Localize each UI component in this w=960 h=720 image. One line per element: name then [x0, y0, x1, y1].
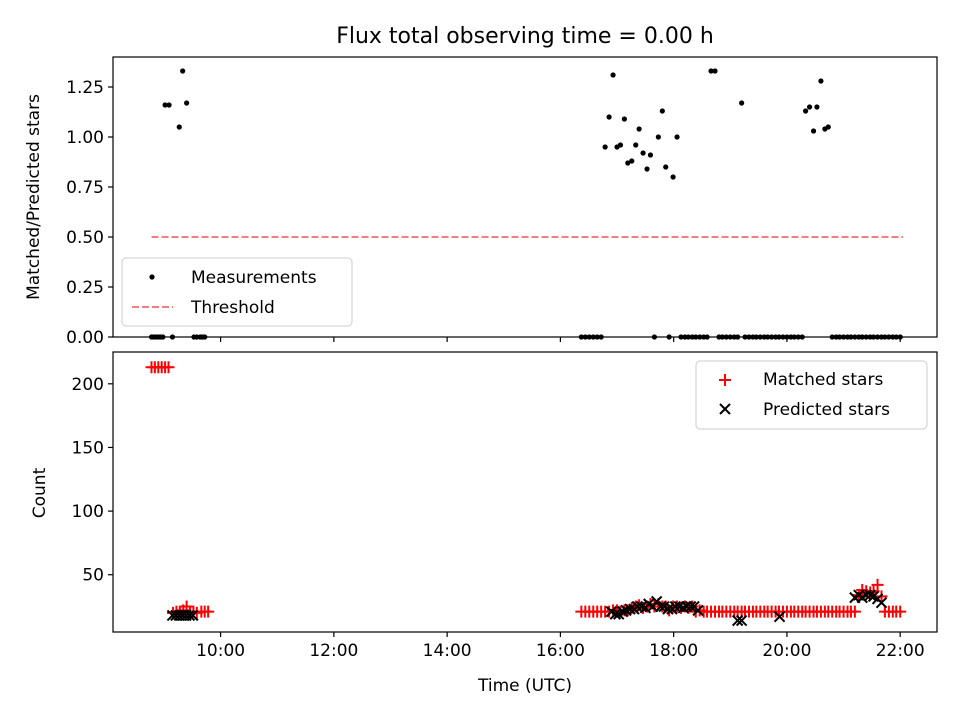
- bottom-ytick-label: 150: [72, 438, 104, 458]
- top-panel: 0.00 0.25 0.50 0.75 1.00 1.25 Matched/Predict…: [24, 56, 938, 348]
- measurement-point: [640, 150, 646, 156]
- bottom-xtick-label: 16:00: [536, 641, 585, 661]
- bottom-legend: Matched stars Predicted stars: [695, 360, 928, 430]
- measurement-point: [708, 68, 714, 74]
- legend-measurements-marker: [149, 274, 155, 280]
- legend-threshold-label: Threshold: [190, 298, 275, 318]
- measurement-point: [810, 128, 817, 134]
- predicted-star-marker: [183, 609, 196, 622]
- measurement-point: [655, 134, 661, 140]
- matched-star-marker: [875, 590, 888, 603]
- measurement-point: [176, 124, 182, 130]
- matched-star-marker: [871, 578, 884, 591]
- predicted-star-marker: [864, 589, 876, 601]
- measurement-point: [806, 104, 813, 110]
- measurement-point: [166, 102, 172, 108]
- predicted-star-marker: [875, 597, 888, 609]
- bottom-legend-box: [695, 360, 928, 430]
- top-y-axis: 0.00 0.25 0.50 0.75 1.00 1.25: [66, 78, 113, 348]
- measurement-point: [180, 68, 186, 74]
- top-legend-box: [121, 257, 353, 327]
- measurement-point: [602, 144, 608, 150]
- matched-star-marker: [848, 605, 861, 618]
- top-ytick-label: 1.00: [66, 128, 104, 148]
- predicted-star-marker: [731, 614, 744, 627]
- measurement-point: [670, 174, 676, 180]
- bottom-xtick-label: 18:00: [649, 641, 698, 661]
- matched-star-marker: [162, 361, 175, 374]
- predicted-star-marker: [616, 605, 629, 618]
- bottom-y-axis: 50 100 150 200: [72, 375, 113, 586]
- top-y-axis-label: Matched/Predicted stars: [24, 94, 44, 300]
- predicted-star-marker: [654, 600, 667, 613]
- top-ytick-label: 0.00: [66, 328, 104, 348]
- legend-predicted-label: Predicted stars: [763, 400, 890, 420]
- measurement-point: [663, 164, 669, 170]
- matched-star-marker: [894, 605, 907, 618]
- top-ytick-label: 0.50: [66, 228, 104, 248]
- bottom-xtick-label: 12:00: [309, 641, 358, 661]
- measurement-point: [674, 134, 680, 140]
- measurement-point: [647, 152, 654, 158]
- measurement-point: [184, 100, 190, 106]
- legend-predicted-marker: [719, 403, 731, 415]
- measurement-point: [633, 142, 639, 148]
- bottom-xtick-label: 20:00: [762, 641, 811, 661]
- measurement-point: [610, 72, 616, 78]
- top-ytick-label: 1.25: [66, 78, 104, 98]
- measurement-point: [617, 142, 624, 148]
- bottom-ytick-label: 200: [72, 375, 104, 395]
- measurement-point: [803, 108, 809, 114]
- bottom-ytick-label: 50: [82, 566, 104, 586]
- bottom-y-axis-label: Count: [30, 467, 50, 518]
- measurement-point: [818, 78, 824, 84]
- top-x-axis: [220, 337, 901, 342]
- measurement-point: [162, 102, 168, 108]
- measurement-point: [712, 68, 718, 74]
- bottom-plot-area: [145, 361, 907, 627]
- predicted-star-marker: [773, 611, 786, 623]
- legend-matched-label: Matched stars: [763, 370, 883, 390]
- bottom-xtick-label: 14:00: [423, 641, 472, 661]
- bottom-x-axis: 10:00 12:00 14:00 16:00 18:00 20:00 22:00: [196, 632, 925, 661]
- predicted-star-marker: [684, 600, 697, 613]
- measurement-point: [814, 104, 820, 110]
- top-axes-frame: [112, 56, 938, 338]
- measurement-point: [625, 160, 631, 166]
- bottom-axes-frame: [112, 351, 938, 633]
- bottom-xtick-label: 10:00: [196, 641, 245, 661]
- measurement-point: [644, 166, 650, 172]
- measurement-point: [659, 108, 665, 114]
- measurement-point: [825, 124, 831, 130]
- measurement-point: [739, 100, 745, 106]
- bottom-panel: 50 100 150 200 10:00 12:00 14:00 16:00 18:00 20:…: [30, 351, 938, 696]
- predicted-star-marker: [662, 603, 674, 615]
- matched-star-marker: [202, 605, 215, 618]
- predicted-star-marker: [692, 604, 704, 617]
- measurement-point: [636, 126, 642, 132]
- predicted-star-marker: [735, 614, 748, 627]
- measurement-point: [606, 114, 612, 120]
- legend-matched-marker: [719, 374, 731, 386]
- x-axis-label: Time (UTC): [477, 676, 572, 696]
- predicted-star-marker: [635, 600, 648, 613]
- legend-measurements-label: Measurements: [191, 268, 317, 288]
- predicted-star-marker: [609, 608, 622, 620]
- top-ytick-label: 0.25: [66, 278, 104, 298]
- predicted-star-marker: [187, 609, 199, 622]
- bottom-xtick-label: 22:00: [876, 641, 925, 661]
- top-ytick-label: 0.75: [66, 178, 104, 198]
- predicted-star-marker: [624, 603, 636, 615]
- measurement-point: [621, 116, 627, 122]
- chart-title: Flux total observing time = 0.00 h: [336, 24, 714, 49]
- top-legend: Measurements Threshold: [121, 257, 353, 327]
- measurement-point: [629, 158, 635, 164]
- bottom-ytick-label: 100: [72, 502, 104, 522]
